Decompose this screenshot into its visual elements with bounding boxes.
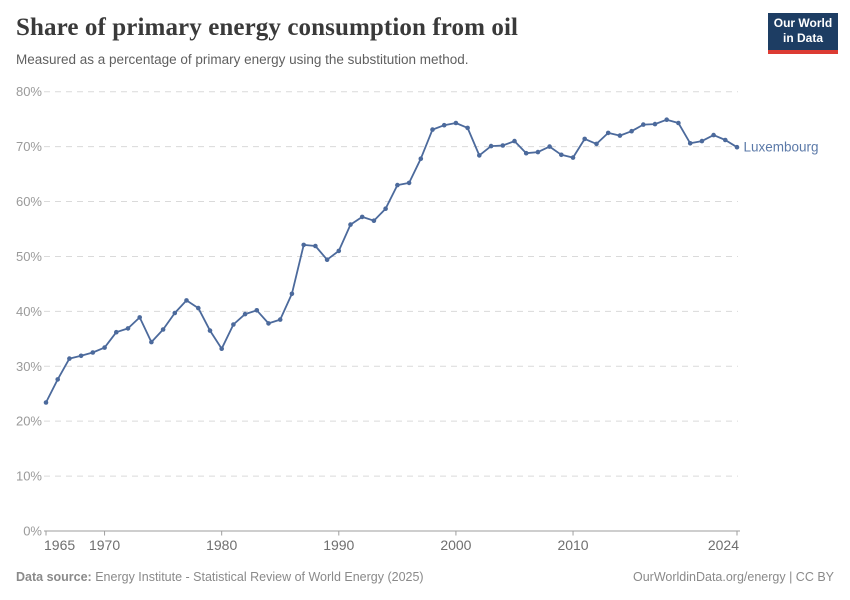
data-point-1969[interactable] <box>90 350 96 355</box>
data-point-2007[interactable] <box>535 149 541 155</box>
data-point-1986[interactable] <box>289 291 295 297</box>
data-point-1991[interactable] <box>348 222 353 227</box>
owid-logo-line2: in Data <box>782 31 823 45</box>
data-point-1972[interactable] <box>125 326 131 331</box>
data-point-1973[interactable] <box>137 315 142 320</box>
data-point-2000[interactable] <box>453 120 459 126</box>
data-point-2024[interactable] <box>734 144 740 150</box>
y-tick-label-20: 20% <box>16 414 42 429</box>
data-point-1984[interactable] <box>266 321 271 326</box>
data-point-1990[interactable] <box>336 248 342 254</box>
data-point-2001[interactable] <box>465 125 470 131</box>
data-point-1965[interactable] <box>43 400 49 405</box>
data-point-2012[interactable] <box>594 141 599 147</box>
data-point-2006[interactable] <box>523 150 529 156</box>
series-label-luxembourg[interactable]: Luxembourg <box>744 140 819 155</box>
data-point-2021[interactable] <box>699 138 705 144</box>
data-point-1981[interactable] <box>231 322 236 327</box>
chart-footer: Data source: Energy Institute - Statisti… <box>16 570 834 584</box>
data-point-1966[interactable] <box>55 377 60 382</box>
data-point-1975[interactable] <box>160 327 166 332</box>
data-point-2004[interactable] <box>500 143 506 148</box>
owid-logo[interactable]: Our World in Data <box>768 13 838 54</box>
data-point-1992[interactable] <box>359 214 365 220</box>
data-point-1967[interactable] <box>67 356 72 361</box>
data-point-2014[interactable] <box>617 133 623 138</box>
data-point-2003[interactable] <box>488 143 494 149</box>
data-point-1983[interactable] <box>254 308 260 313</box>
x-tick-label-1970: 1970 <box>89 537 120 553</box>
x-tick-label-2010: 2010 <box>557 537 588 553</box>
data-point-2015[interactable] <box>629 128 634 134</box>
x-tick-label-1990: 1990 <box>323 537 354 553</box>
data-point-1995[interactable] <box>395 182 400 188</box>
data-point-1970[interactable] <box>102 345 107 350</box>
data-point-1977[interactable] <box>184 298 189 303</box>
y-tick-label-50: 50% <box>16 249 42 264</box>
data-point-1999[interactable] <box>441 122 447 128</box>
data-point-1997[interactable] <box>418 156 424 161</box>
owid-logo-line1: Our World <box>773 16 833 30</box>
data-point-2017[interactable] <box>652 121 658 127</box>
data-point-2019[interactable] <box>676 120 681 126</box>
y-tick-label-30: 30% <box>16 359 42 374</box>
x-tick-label-1980: 1980 <box>206 537 237 553</box>
x-tick-label-1965: 1965 <box>44 537 75 553</box>
data-point-1982[interactable] <box>242 311 248 317</box>
data-point-2023[interactable] <box>723 137 728 143</box>
data-point-1976[interactable] <box>172 310 178 316</box>
data-point-1998[interactable] <box>430 127 435 132</box>
y-tick-label-80: 80% <box>16 84 42 99</box>
footer-link[interactable]: OurWorldinData.org/energy | CC BY <box>632 570 834 584</box>
y-tick-label-60: 60% <box>16 194 42 209</box>
data-point-1985[interactable] <box>277 317 283 322</box>
data-point-1996[interactable] <box>406 180 412 186</box>
data-source-label: Data source: <box>16 570 92 584</box>
x-tick-label-2024: 2024 <box>708 537 739 553</box>
data-point-1968[interactable] <box>78 353 84 359</box>
data-point-2013[interactable] <box>605 130 611 136</box>
data-point-2002[interactable] <box>477 153 482 158</box>
y-tick-label-10: 10% <box>16 469 42 484</box>
series-line-luxembourg[interactable] <box>45 118 738 404</box>
data-source: Data source: Energy Institute - Statisti… <box>16 570 424 584</box>
data-point-2018[interactable] <box>664 117 669 122</box>
y-tick-label-70: 70% <box>16 139 42 154</box>
data-source-text: Energy Institute - Statistical Review of… <box>91 570 424 584</box>
data-point-2016[interactable] <box>641 122 646 127</box>
data-point-2020[interactable] <box>687 141 693 146</box>
x-tick-label-2000: 2000 <box>440 537 471 553</box>
data-point-2005[interactable] <box>512 138 517 144</box>
data-point-1980[interactable] <box>219 346 224 352</box>
data-point-1993[interactable] <box>371 218 377 223</box>
data-point-2010[interactable] <box>570 155 576 160</box>
data-point-1974[interactable] <box>149 339 154 345</box>
data-point-2022[interactable] <box>711 132 716 138</box>
page-title: Share of primary energy consumption from… <box>16 14 519 41</box>
data-point-2009[interactable] <box>559 152 564 158</box>
data-point-1971[interactable] <box>114 329 119 335</box>
data-point-2011[interactable] <box>582 136 587 142</box>
y-tick-label-40: 40% <box>16 304 42 319</box>
data-point-1994[interactable] <box>383 206 388 211</box>
data-point-1979[interactable] <box>207 328 213 333</box>
data-point-1987[interactable] <box>301 242 307 248</box>
chart-subtitle: Measured as a percentage of primary ener… <box>16 52 469 67</box>
data-point-1988[interactable] <box>313 243 318 249</box>
data-point-1978[interactable] <box>196 305 201 311</box>
y-tick-label-0: 0% <box>23 524 42 539</box>
data-point-2008[interactable] <box>547 144 552 149</box>
data-point-1989[interactable] <box>324 257 330 263</box>
